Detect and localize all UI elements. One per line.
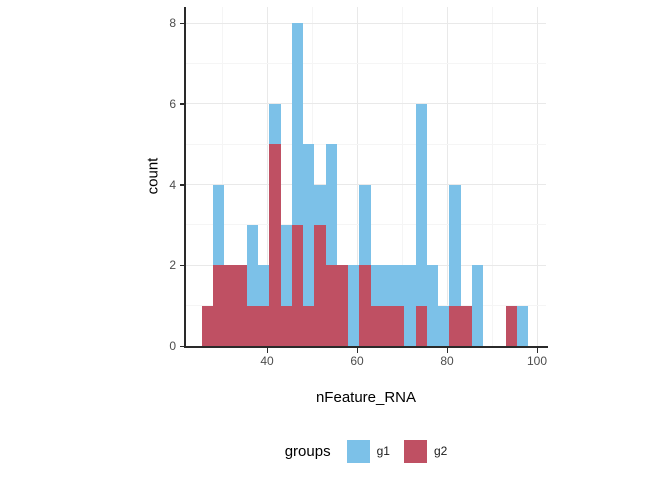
histogram-bar-g2 bbox=[370, 305, 382, 346]
y-tick-label: 8 bbox=[169, 16, 176, 31]
histogram-bar-g2 bbox=[359, 265, 371, 346]
x-minor-gridline bbox=[221, 7, 223, 346]
histogram-bar-g2 bbox=[393, 305, 405, 346]
x-tick-mark bbox=[446, 348, 448, 353]
histogram-bar-g1 bbox=[325, 144, 337, 266]
histogram-bar-g2 bbox=[460, 305, 472, 346]
x-tick-label: 100 bbox=[526, 354, 548, 368]
histogram-bar-g2 bbox=[224, 265, 236, 346]
histogram-bar-g2 bbox=[336, 265, 348, 346]
y-axis-line bbox=[184, 7, 186, 348]
legend: groups g1 g2 bbox=[186, 438, 546, 464]
histogram-bar-g1 bbox=[269, 103, 281, 145]
x-major-gridline bbox=[446, 7, 448, 346]
histogram-bar-g2 bbox=[314, 224, 326, 346]
histogram-bar-g1 bbox=[314, 184, 326, 225]
histogram-bar-g2 bbox=[280, 305, 292, 346]
legend-entry-g2: g2 bbox=[403, 439, 448, 463]
histogram-bar-g2 bbox=[303, 305, 315, 346]
x-tick-label: 80 bbox=[440, 354, 454, 368]
y-tick-mark bbox=[180, 345, 185, 347]
x-tick-label: 40 bbox=[260, 354, 274, 368]
legend-label-g2: g2 bbox=[433, 444, 448, 458]
g2-color-swatch bbox=[403, 439, 427, 463]
histogram-bar-g1 bbox=[449, 184, 461, 306]
legend-entry-g1: g1 bbox=[346, 439, 390, 463]
y-tick-label: 0 bbox=[169, 339, 176, 353]
histogram-bar-g2 bbox=[213, 265, 225, 346]
histogram-bar-g1 bbox=[516, 305, 528, 346]
histogram-bar-g2 bbox=[325, 265, 337, 346]
legend-title: groups bbox=[284, 442, 331, 460]
histogram-bar-g2 bbox=[246, 305, 258, 346]
histogram-bar-g2 bbox=[269, 144, 281, 346]
histogram-bar-g2 bbox=[291, 224, 303, 346]
x-major-gridline bbox=[356, 7, 358, 346]
y-tick-label: 2 bbox=[169, 258, 176, 273]
histogram-bar-g1 bbox=[213, 184, 225, 266]
histogram-bar-g1 bbox=[415, 103, 427, 306]
y-major-gridline bbox=[186, 22, 546, 24]
histogram-bar-g2 bbox=[381, 305, 393, 346]
x-minor-gridline bbox=[491, 7, 493, 346]
histogram-bar-g1 bbox=[291, 23, 303, 225]
histogram-bar-g1 bbox=[359, 184, 371, 266]
histogram-bar-g2 bbox=[258, 305, 270, 346]
histogram-bar-g1 bbox=[404, 265, 416, 346]
x-axis-line bbox=[184, 346, 548, 348]
histogram-bar-g1 bbox=[246, 224, 258, 306]
x-axis-title: nFeature_RNA bbox=[315, 389, 417, 406]
x-tick-label: 60 bbox=[350, 354, 364, 368]
histogram-bar-g2 bbox=[201, 305, 213, 346]
x-minor-gridline bbox=[401, 7, 403, 346]
x-major-gridline bbox=[266, 7, 268, 346]
histogram-bar-g1 bbox=[438, 305, 450, 346]
histogram-bar-g1 bbox=[370, 265, 382, 306]
histogram-bar-g2 bbox=[449, 305, 461, 346]
histogram-bar-g1 bbox=[348, 265, 360, 346]
histogram-bar-g1 bbox=[471, 265, 483, 346]
x-major-gridline bbox=[536, 7, 538, 346]
y-tick-label: 6 bbox=[169, 96, 176, 111]
y-tick-mark bbox=[180, 264, 185, 267]
histogram-bar-g2 bbox=[415, 305, 427, 346]
histogram-bar-g1 bbox=[258, 265, 270, 306]
histogram-bar-g2 bbox=[505, 305, 517, 346]
y-minor-gridline bbox=[186, 63, 546, 64]
g1-color-swatch bbox=[346, 439, 370, 463]
x-tick-mark bbox=[536, 348, 538, 353]
y-tick-mark bbox=[180, 103, 185, 105]
histogram-bar-g1 bbox=[280, 224, 292, 306]
histogram-bar-g1 bbox=[393, 265, 405, 306]
histogram-bar-g1 bbox=[303, 144, 315, 306]
y-tick-mark bbox=[180, 184, 185, 186]
legend-label-g1: g1 bbox=[376, 444, 390, 458]
y-major-gridline bbox=[186, 103, 546, 105]
histogram-bar-g1 bbox=[426, 265, 438, 346]
y-tick-label: 4 bbox=[169, 177, 176, 192]
histogram-bar-g1 bbox=[381, 265, 393, 306]
x-tick-mark bbox=[266, 348, 268, 353]
y-minor-gridline bbox=[186, 143, 546, 145]
histogram-bar-g2 bbox=[235, 265, 247, 346]
x-tick-mark bbox=[356, 348, 358, 353]
y-tick-mark bbox=[180, 22, 185, 25]
